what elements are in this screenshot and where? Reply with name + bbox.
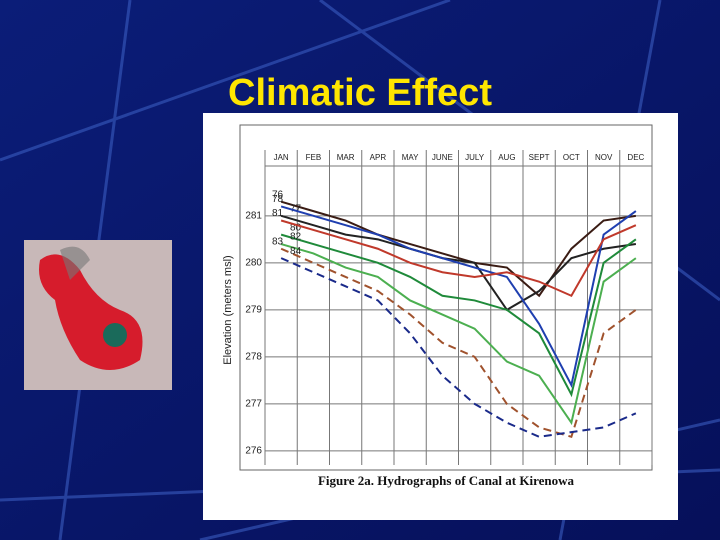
series-line xyxy=(280,219,637,298)
x-tick-label: DEC xyxy=(627,153,644,162)
x-tick-label: SEPT xyxy=(529,153,550,162)
figure-panel xyxy=(203,113,678,520)
series-line xyxy=(280,257,637,438)
series-label: 81 xyxy=(272,208,284,219)
series-line xyxy=(280,243,637,426)
y-tick-label: 278 xyxy=(245,352,262,363)
y-tick-label: 281 xyxy=(245,210,262,221)
series-label: 77 xyxy=(290,203,302,214)
series-label: 76 xyxy=(272,189,284,200)
x-tick-label: JAN xyxy=(274,153,289,162)
map-image xyxy=(24,240,172,390)
x-tick-label: NOV xyxy=(595,153,613,162)
y-tick-label: 280 xyxy=(245,257,262,268)
x-tick-label: MAY xyxy=(402,153,419,162)
series-label: 84 xyxy=(290,246,302,257)
y-tick-label: 277 xyxy=(245,399,262,410)
series-line xyxy=(280,214,637,312)
x-tick-label: APR xyxy=(370,153,387,162)
x-tick-label: OCT xyxy=(563,153,580,162)
x-tick-label: JULY xyxy=(465,153,485,162)
series-label: 82 xyxy=(290,232,302,243)
series-line xyxy=(280,205,637,388)
x-tick-label: JUNE xyxy=(432,153,453,162)
figure-caption: Figure 2a. Hydrographs of Canal at Kiren… xyxy=(318,473,575,488)
x-tick-label: FEB xyxy=(306,153,322,162)
y-axis-label: Elevation (meters msl) xyxy=(222,255,234,364)
series-label: 80 xyxy=(290,222,302,233)
y-tick-label: 279 xyxy=(245,304,262,315)
series-line xyxy=(280,200,637,298)
series-label: 83 xyxy=(272,236,284,247)
x-tick-label: AUG xyxy=(498,153,515,162)
series-line xyxy=(280,233,637,398)
series-label: 78 xyxy=(272,194,284,205)
y-tick-label: 276 xyxy=(245,446,262,457)
x-tick-label: MAR xyxy=(337,153,355,162)
slide-title: Climatic Effect xyxy=(228,72,492,114)
